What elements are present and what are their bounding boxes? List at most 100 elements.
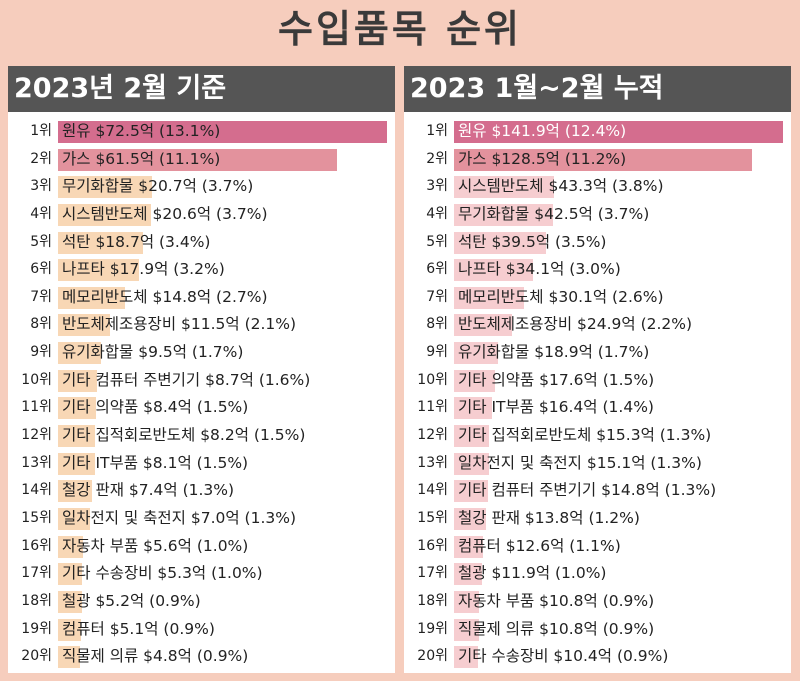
bar-value-label: 기타 IT부품 $16.4억 (1.4%) [458, 398, 654, 417]
bar-row: 20위 직물제 의류 $4.8억 (0.9%) [8, 643, 395, 671]
bar-row: 6위 나프타 $17.9억 (3.2%) [8, 256, 395, 284]
bar [454, 148, 752, 171]
bar [454, 425, 490, 448]
bar-value-label: 유기화합물 $18.9억 (1.7%) [458, 343, 650, 362]
bar-value-label: 나프타 $17.9억 (3.2%) [62, 260, 225, 279]
bar-value-label: 컴퓨터 $12.6억 (1.1%) [458, 536, 621, 555]
bar [454, 176, 555, 199]
rank-label: 3위 [426, 178, 448, 195]
bar [58, 121, 387, 143]
bar-row: 14위 철강 판재 $7.4억 (1.3%) [8, 477, 395, 505]
bar-row: 9위 유기화합물 $18.9억 (1.7%) [404, 339, 791, 367]
bar-row: 3위 시스템반도체 $43.3억 (3.8%) [404, 173, 791, 201]
rank-label: 7위 [30, 288, 52, 305]
bar-value-label: 원유 $72.5억 (13.1%) [62, 122, 221, 140]
bar [454, 397, 493, 420]
bar-row: 15위 일차전지 및 축전지 $7.0억 (1.3%) [8, 505, 395, 533]
bar-row: 4위 무기화합물 $42.5억 (3.7%) [404, 201, 791, 229]
bar-row: 14위 기타 컴퓨터 주변기기 $14.8억 (1.3%) [404, 477, 791, 505]
rank-label: 3위 [30, 178, 52, 195]
bar [58, 397, 97, 420]
bar-row: 11위 기타 IT부품 $16.4억 (1.4%) [404, 394, 791, 422]
bar-value-label: 직물제 의류 $4.8억 (0.9%) [62, 647, 249, 666]
bar-row: 1위 원유 $72.5억 (13.1%) [8, 118, 395, 146]
rank-label: 5위 [426, 233, 448, 250]
bar [58, 480, 92, 503]
bar-row: 7위 메모리반도체 $14.8억 (2.7%) [8, 284, 395, 312]
rank-label: 9위 [30, 344, 52, 361]
bar [58, 452, 95, 475]
bar [454, 231, 546, 254]
rank-label: 6위 [30, 261, 52, 278]
bar-value-label: 무기화합물 $42.5억 (3.7%) [458, 204, 650, 223]
rank-label: 17위 [417, 565, 448, 582]
rank-label: 7위 [426, 288, 448, 305]
bar-value-label: 기타 수송장비 $10.4억 (0.9%) [458, 647, 669, 666]
rank-label: 1위 [30, 123, 52, 139]
bar [454, 507, 486, 530]
bar-value-label: 가스 $128.5억 (11.2%) [458, 149, 627, 168]
bar-row: 12위 기타 집적회로반도체 $15.3억 (1.3%) [404, 422, 791, 450]
chart-panel-cumulative: 2023 1월~2월 누적 1위 원유 $141.9억 (12.4%) 2위 가스 $… [404, 66, 791, 673]
bar [58, 176, 152, 199]
panel-header-cumulative: 2023 1월~2월 누적 [404, 66, 791, 112]
bar-value-label: 메모리반도체 $30.1억 (2.6%) [458, 287, 664, 306]
bar [58, 231, 143, 254]
bar [454, 452, 489, 475]
bar [58, 425, 96, 448]
rank-label: 19위 [417, 620, 448, 637]
rank-label: 4위 [426, 205, 448, 222]
bar [58, 535, 84, 558]
bar [454, 590, 480, 613]
bar-value-label: 기타 의약품 $8.4억 (1.5%) [62, 398, 249, 417]
bar-row: 19위 컴퓨터 $5.1억 (0.9%) [8, 616, 395, 644]
bar [58, 646, 80, 669]
bar-row: 18위 자동차 부품 $10.8억 (0.9%) [404, 588, 791, 616]
rank-label: 10위 [417, 371, 448, 388]
rank-label: 13위 [21, 454, 52, 471]
bar-value-label: 기타 IT부품 $8.1억 (1.5%) [62, 453, 249, 472]
bar-value-label: 기타 수송장비 $5.3억 (1.0%) [62, 564, 263, 583]
rank-label: 10위 [21, 371, 52, 388]
rank-label: 12위 [417, 427, 448, 444]
bar-row: 20위 기타 수송장비 $10.4억 (0.9%) [404, 643, 791, 671]
bar-value-label: 기타 의약품 $17.6억 (1.5%) [458, 370, 655, 389]
bar-value-label: 기타 컴퓨터 주변기기 $8.7억 (1.6%) [62, 370, 311, 389]
bar-row: 11위 기타 의약품 $8.4억 (1.5%) [8, 394, 395, 422]
bar-row: 2위 가스 $61.5억 (11.1%) [8, 146, 395, 174]
rank-label: 20위 [417, 648, 448, 665]
rank-label: 13위 [417, 454, 448, 471]
bar-value-label: 철광 $5.2억 (0.9%) [62, 591, 201, 610]
chart-panel-feb: 2023년 2월 기준 1위 원유 $72.5억 (13.1%) 2위 가스 $61.… [8, 66, 395, 673]
bar [58, 148, 338, 171]
bar [454, 618, 480, 641]
bar [454, 646, 479, 669]
bar-row: 8위 반도체제조용장비 $24.9억 (2.2%) [404, 311, 791, 339]
bar-value-label: 일차전지 및 축전지 $15.1억 (1.3%) [458, 453, 702, 472]
bar [454, 259, 534, 282]
bar-value-label: 유기화합물 $9.5억 (1.7%) [62, 343, 244, 362]
bar-row: 6위 나프타 $34.1억 (3.0%) [404, 256, 791, 284]
bar-row: 1위 원유 $141.9억 (12.4%) [404, 118, 791, 146]
bar-row: 8위 반도체제조용장비 $11.5억 (2.1%) [8, 311, 395, 339]
bar-list-feb: 1위 원유 $72.5억 (13.1%) 2위 가스 $61.5억 (11.1%) 3위… [8, 112, 395, 673]
bar [58, 203, 152, 226]
bar-value-label: 철광 $11.9억 (1.0%) [458, 564, 607, 583]
bar-row: 13위 기타 IT부품 $8.1억 (1.5%) [8, 450, 395, 478]
rank-label: 1위 [426, 123, 448, 139]
bar-row: 19위 직물제 의류 $10.8억 (0.9%) [404, 616, 791, 644]
bar-row: 13위 일차전지 및 축전지 $15.1억 (1.3%) [404, 450, 791, 478]
bar-row: 16위 자동차 부품 $5.6억 (1.0%) [8, 533, 395, 561]
rank-label: 12위 [21, 427, 52, 444]
bar-value-label: 시스템반도체 $43.3억 (3.8%) [458, 177, 664, 196]
bar-value-label: 원유 $141.9억 (12.4%) [458, 122, 627, 140]
rank-label: 17위 [21, 565, 52, 582]
rank-label: 16위 [417, 537, 448, 554]
rank-label: 20위 [21, 648, 52, 665]
rank-label: 9위 [426, 344, 448, 361]
bar [58, 590, 82, 613]
bar-row: 7위 메모리반도체 $30.1억 (2.6%) [404, 284, 791, 312]
bar [58, 507, 90, 530]
rank-label: 5위 [30, 233, 52, 250]
rank-label: 11위 [417, 399, 448, 416]
